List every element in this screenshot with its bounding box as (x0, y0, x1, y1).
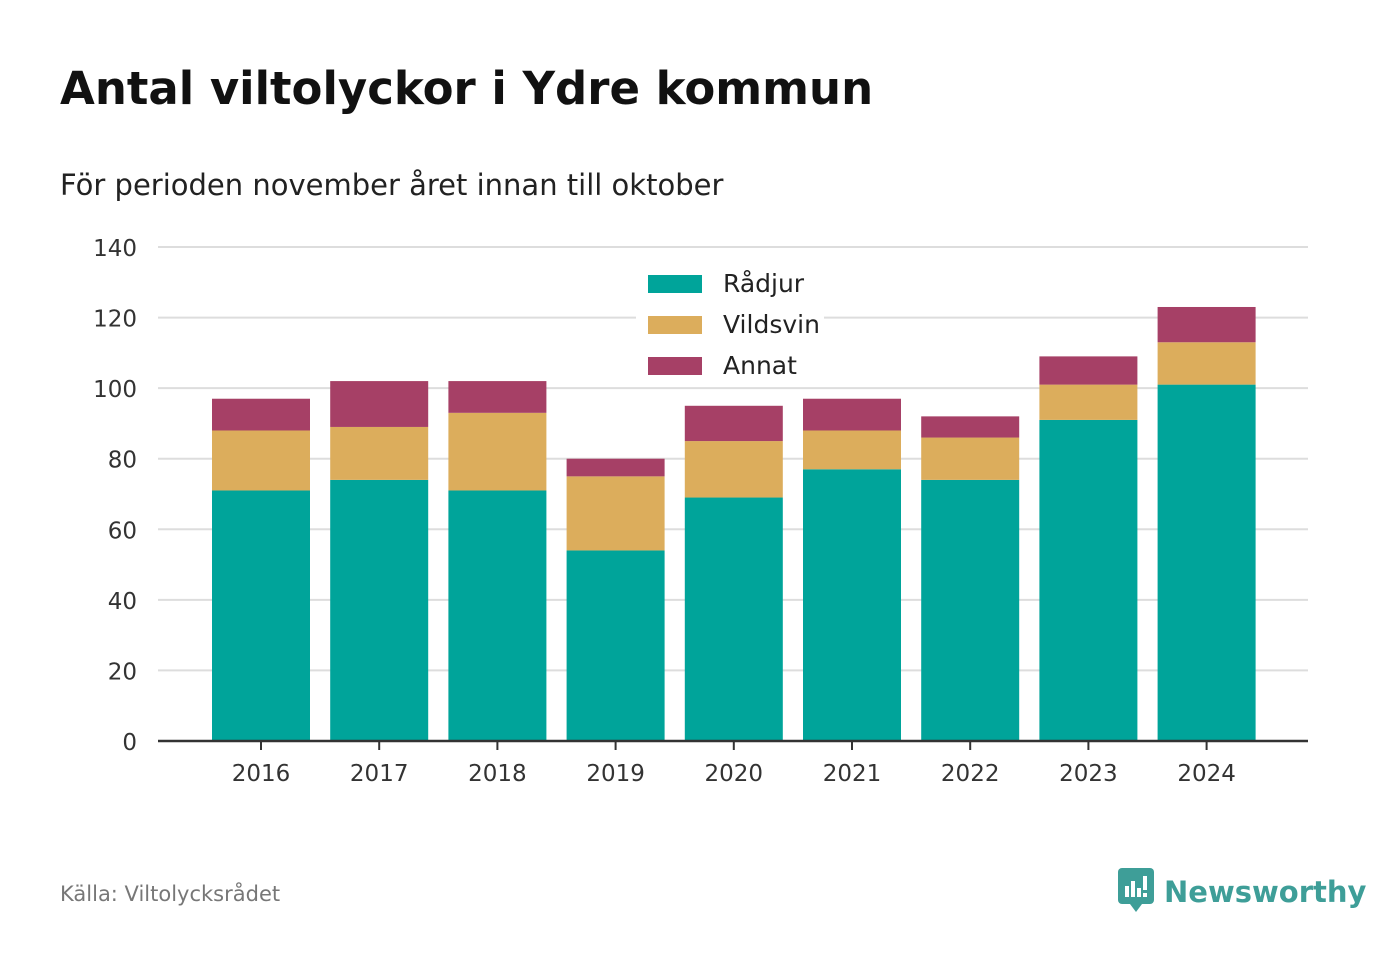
bar-segment (1157, 306, 1256, 343)
legend-swatch (648, 275, 702, 293)
legend-swatch (648, 357, 702, 375)
bar-segment (212, 398, 310, 431)
x-tick-label: 2022 (941, 761, 1000, 787)
legend-swatch (648, 316, 702, 334)
x-tick-label: 2024 (1177, 761, 1236, 787)
bar-segment (684, 405, 783, 442)
bar-segment (1157, 384, 1256, 741)
y-tick-label: 140 (93, 236, 137, 262)
brand-name: Newsworthy (1164, 875, 1367, 909)
newsworthy-logo-icon (1118, 868, 1154, 916)
y-tick-label: 20 (108, 659, 137, 685)
bar-segment (1039, 356, 1138, 385)
bar-segment (1157, 342, 1256, 385)
bar-segment (921, 479, 1020, 741)
bar-segment (330, 479, 429, 741)
bar-segment (921, 437, 1020, 480)
bar-segment (330, 381, 429, 427)
bar-segment (1039, 419, 1138, 741)
y-tick-label: 0 (122, 730, 137, 756)
x-tick-label: 2019 (586, 761, 645, 787)
bar-segment (330, 426, 429, 480)
source-note: Källa: Viltolycksrådet (60, 882, 281, 906)
y-tick-label: 80 (108, 448, 137, 474)
bar-segment (1039, 384, 1138, 420)
legend-label: Annat (723, 351, 797, 380)
bar-segment (566, 476, 665, 551)
bar-segment (448, 490, 547, 741)
bar-segment (566, 458, 665, 477)
y-tick-label: 40 (108, 589, 137, 615)
bar-segment (803, 469, 901, 741)
y-tick-label: 100 (93, 377, 137, 403)
bar-segment (921, 416, 1020, 438)
x-tick-label: 2018 (468, 761, 527, 787)
bar-segment (566, 550, 665, 741)
bar-segment (212, 490, 310, 741)
bar-segment (684, 497, 783, 741)
x-tick-label: 2023 (1059, 761, 1118, 787)
y-tick-label: 120 (93, 307, 137, 333)
chart-subtitle: För perioden november året innan till ok… (60, 168, 724, 202)
bar-segment (448, 412, 547, 491)
legend-label: Vildsvin (723, 310, 820, 339)
bar-segment (684, 441, 783, 498)
x-tick-label: 2020 (705, 761, 764, 787)
legend-label: Rådjur (723, 269, 805, 298)
y-tick-label: 60 (108, 518, 137, 544)
bar-segment (803, 398, 901, 431)
x-tick-label: 2021 (823, 761, 882, 787)
chart-title: Antal viltolyckor i Ydre kommun (60, 62, 874, 115)
bar-segment (803, 430, 901, 470)
x-tick-label: 2017 (350, 761, 409, 787)
brand-logo: Newsworthy (1118, 868, 1366, 916)
bar-segment (448, 381, 547, 413)
bar-segment (212, 430, 310, 491)
x-tick-label: 2016 (232, 761, 291, 787)
